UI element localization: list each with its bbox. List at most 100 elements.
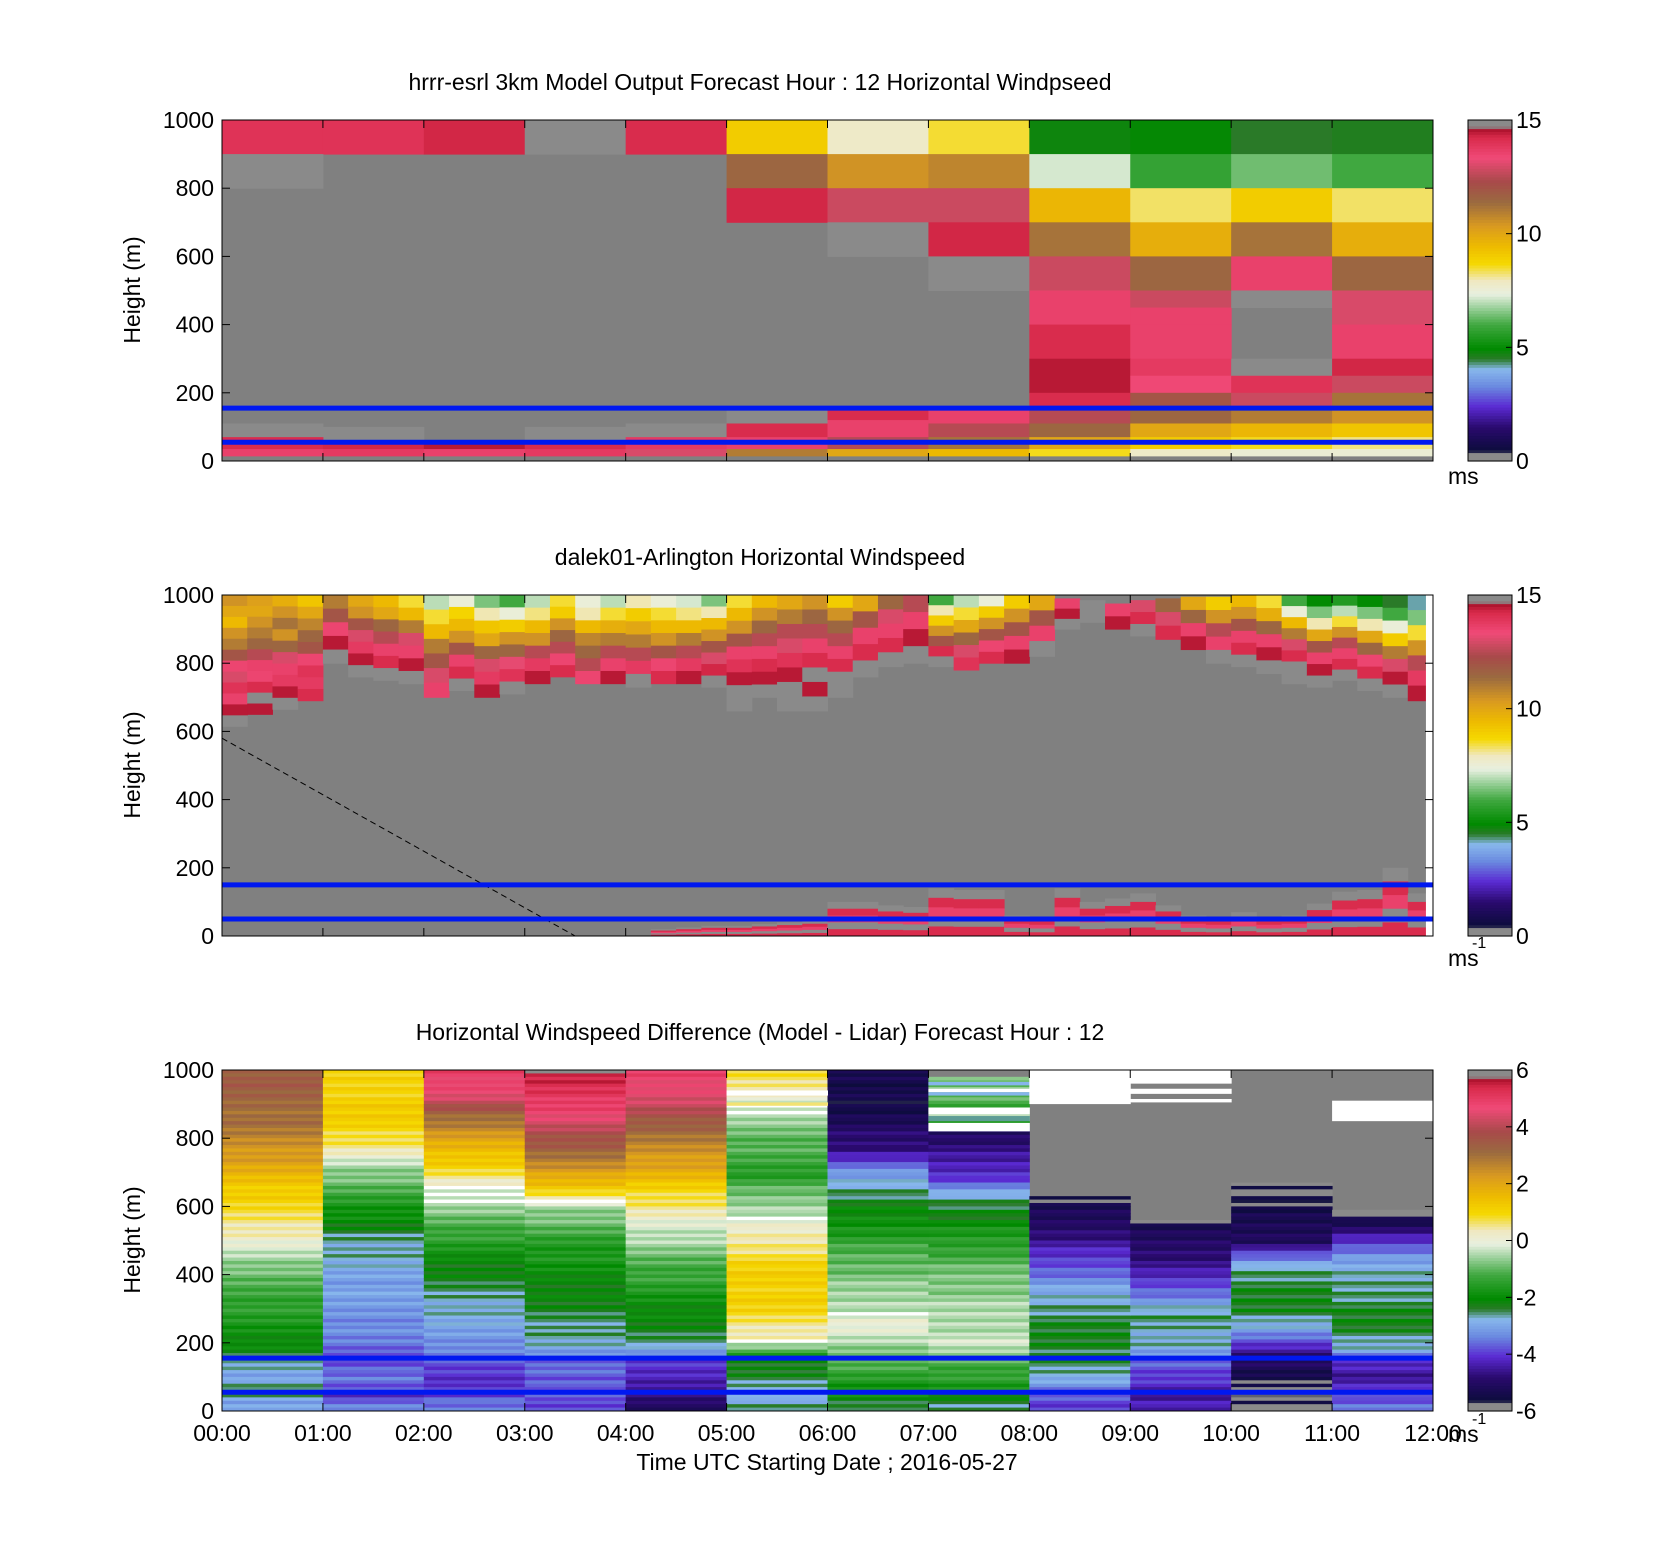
lidar-surface-cell bbox=[777, 922, 803, 926]
lidar-cell bbox=[1332, 595, 1358, 607]
lidar-surface-cell bbox=[903, 924, 929, 931]
lidar-cell bbox=[1382, 658, 1409, 673]
difference-cell bbox=[222, 1155, 324, 1160]
colorbar-segment bbox=[1468, 458, 1512, 462]
lidar-cell bbox=[777, 681, 803, 697]
lidar-surface-cell bbox=[928, 888, 955, 899]
difference-cell bbox=[827, 1291, 929, 1296]
difference-cell bbox=[222, 1318, 324, 1323]
difference-cell bbox=[423, 1339, 526, 1344]
colorbar-segment bbox=[1468, 609, 1512, 613]
difference-cell bbox=[524, 1134, 627, 1139]
colorbar-segment bbox=[1468, 691, 1512, 696]
difference-cell bbox=[524, 1124, 627, 1129]
heatmap-cell bbox=[524, 426, 627, 442]
difference-cell bbox=[423, 1301, 526, 1306]
colorbar-segment bbox=[1468, 219, 1512, 223]
lidar-surface-cell bbox=[1130, 918, 1156, 928]
difference-cell bbox=[524, 1298, 627, 1303]
lidar-surface-cell bbox=[928, 897, 955, 908]
lidar-cell bbox=[852, 660, 879, 678]
lidar-cell bbox=[222, 682, 248, 694]
colorbar-segment bbox=[1468, 634, 1512, 639]
lidar-surface-cell bbox=[1231, 912, 1257, 918]
colorbar-segment bbox=[1468, 307, 1512, 311]
lidar-surface-cell bbox=[1205, 928, 1232, 933]
difference-cell bbox=[625, 1182, 728, 1187]
lidar-cell bbox=[650, 595, 677, 609]
difference-cell bbox=[827, 1305, 929, 1310]
difference-cell bbox=[423, 1131, 526, 1136]
difference-cell bbox=[222, 1373, 324, 1378]
lidar-surface-cell bbox=[877, 911, 904, 919]
difference-cell bbox=[1130, 1312, 1232, 1317]
lidar-cell bbox=[348, 641, 374, 654]
lidar-surface-cell bbox=[1205, 924, 1232, 929]
lidar-cell bbox=[1004, 595, 1030, 610]
difference-cell bbox=[1231, 1366, 1333, 1371]
lidar-surface-cell bbox=[877, 905, 904, 912]
colorbar-segment bbox=[1468, 1399, 1512, 1404]
difference-cell bbox=[1029, 1301, 1131, 1306]
difference-cell bbox=[322, 1076, 425, 1081]
difference-cell bbox=[1332, 1346, 1434, 1351]
colorbar-segment bbox=[1468, 165, 1512, 169]
colorbar-segment bbox=[1468, 870, 1512, 875]
colorbar-segment bbox=[1468, 1325, 1512, 1330]
difference-cell bbox=[1029, 1370, 1131, 1374]
colorbar-segment bbox=[1468, 1217, 1512, 1222]
lidar-cell bbox=[928, 625, 955, 637]
difference-cell bbox=[1231, 1247, 1333, 1252]
lidar-cell bbox=[701, 675, 728, 688]
difference-cell bbox=[524, 1076, 627, 1081]
colorbar-segment bbox=[1468, 355, 1512, 360]
colorbar-segment bbox=[1468, 316, 1512, 320]
lidar-surface-cell bbox=[1029, 920, 1056, 926]
difference-cell bbox=[1029, 1295, 1131, 1299]
difference-cell bbox=[1029, 1407, 1131, 1412]
lidar-cell bbox=[676, 632, 702, 647]
colorbar-segment bbox=[1468, 779, 1512, 784]
difference-cell bbox=[928, 1387, 1030, 1392]
lidar-surface-cell bbox=[1357, 926, 1384, 937]
difference-cell bbox=[1130, 1267, 1232, 1272]
difference-cell bbox=[928, 1325, 1030, 1330]
difference-cell bbox=[928, 1397, 1030, 1402]
difference-cell bbox=[726, 1172, 828, 1177]
colorbar-segment bbox=[1468, 668, 1512, 673]
colorbar-segment bbox=[1468, 1391, 1512, 1395]
difference-cell bbox=[322, 1220, 425, 1224]
heatmap-cell bbox=[625, 449, 728, 457]
colorbar-segment bbox=[1468, 1249, 1512, 1253]
colorbar-segment bbox=[1468, 120, 1512, 124]
difference-cell bbox=[423, 1278, 526, 1282]
difference-cell bbox=[625, 1162, 728, 1166]
difference-cell bbox=[423, 1182, 526, 1187]
lidar-surface-cell bbox=[1281, 919, 1308, 925]
difference-cell bbox=[726, 1199, 828, 1204]
lidar-cell bbox=[1205, 610, 1232, 624]
difference-cell bbox=[625, 1274, 728, 1279]
difference-cell bbox=[1231, 1400, 1333, 1405]
difference-cell bbox=[1231, 1318, 1333, 1323]
lidar-surface-cell bbox=[1332, 891, 1358, 902]
colorbar-tick-label: 2 bbox=[1516, 1171, 1529, 1197]
lidar-cell bbox=[1281, 672, 1308, 685]
difference-cell bbox=[1231, 1278, 1333, 1282]
lidar-cell bbox=[297, 641, 324, 655]
colorbar-segment bbox=[1468, 281, 1512, 286]
lidar-cell bbox=[247, 605, 273, 618]
lidar-cell bbox=[1332, 626, 1358, 639]
difference-cell bbox=[1231, 1196, 1333, 1201]
difference-cell bbox=[1231, 1373, 1333, 1378]
x-tick-label: 07:00 bbox=[900, 1420, 958, 1446]
heatmap-cell bbox=[1231, 188, 1333, 223]
difference-cell bbox=[322, 1366, 425, 1371]
difference-cell bbox=[1130, 1407, 1232, 1412]
colorbar-segment bbox=[1468, 1359, 1512, 1364]
difference-cell bbox=[726, 1131, 828, 1136]
difference-cell bbox=[1231, 1393, 1333, 1398]
difference-cell bbox=[322, 1305, 425, 1310]
difference-cell bbox=[1029, 1223, 1131, 1228]
difference-cell bbox=[1332, 1387, 1434, 1392]
